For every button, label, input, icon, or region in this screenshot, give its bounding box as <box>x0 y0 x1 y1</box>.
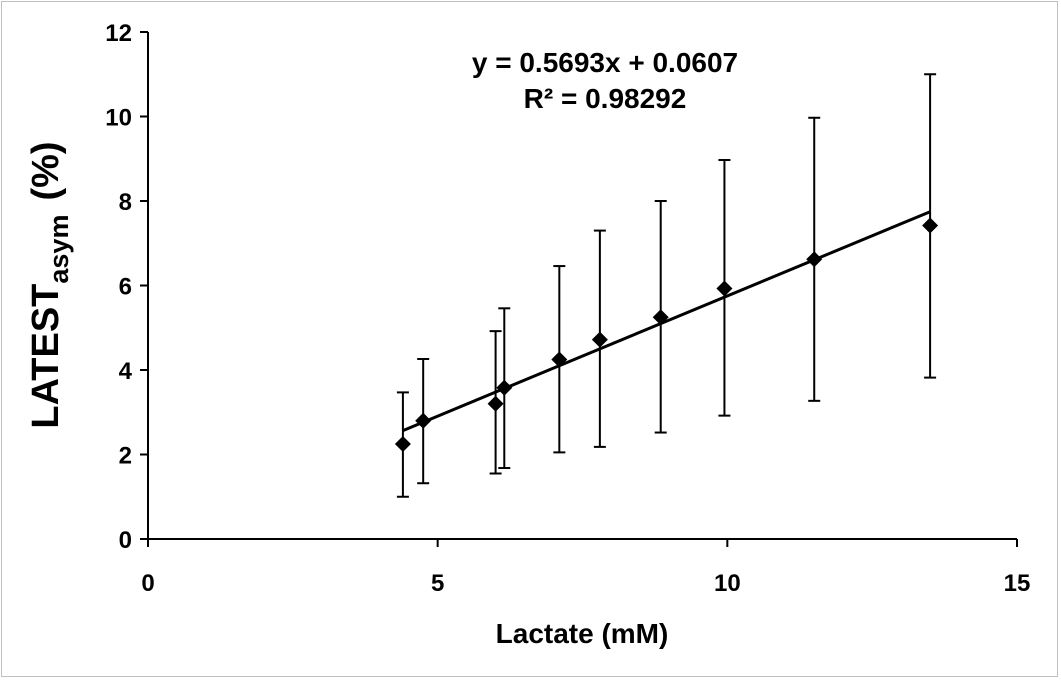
data-point-diamond <box>806 251 823 268</box>
axes: 0 2 4 6 8 10 12 0 5 10 15 <box>105 20 1030 597</box>
x-tick-label: 15 <box>1004 570 1031 597</box>
y-tick-label: 0 <box>119 527 132 554</box>
y-tick-label: 8 <box>119 189 132 216</box>
x-tick-label: 5 <box>431 570 444 597</box>
y-axis-title-main: LATEST <box>25 284 67 429</box>
data-point-diamond <box>922 217 939 234</box>
data-point-diamond <box>487 395 504 412</box>
data-point-diamond <box>591 331 608 348</box>
data-point-diamond <box>415 412 432 429</box>
x-tick-label: 10 <box>714 570 741 597</box>
data-points <box>394 217 939 452</box>
trendline <box>402 210 931 432</box>
y-tick-label: 4 <box>119 358 133 385</box>
trendline-r-squared: R² = 0.98292 <box>524 83 687 114</box>
y-axis-title: LATESTasym (%) <box>25 141 74 428</box>
error-bars <box>396 73 937 498</box>
data-point-diamond <box>394 435 411 452</box>
data-point-diamond <box>496 379 513 396</box>
y-tick-label: 12 <box>105 20 132 47</box>
trendline-group <box>402 210 931 432</box>
y-axis-title-subscript: asym <box>44 215 74 284</box>
y-tick-label: 10 <box>105 105 132 132</box>
data-point-diamond <box>716 280 733 297</box>
y-axis-title-suffix: (%) <box>25 141 67 200</box>
data-point-diamond <box>551 351 568 368</box>
data-point-diamond <box>652 309 669 326</box>
x-tick-label: 0 <box>141 570 154 597</box>
y-tick-label: 2 <box>119 443 132 470</box>
trendline-equation: y = 0.5693x + 0.0607 <box>472 47 738 78</box>
y-tick-label: 6 <box>119 274 132 301</box>
x-axis-title: Lactate (mM) <box>496 618 669 649</box>
